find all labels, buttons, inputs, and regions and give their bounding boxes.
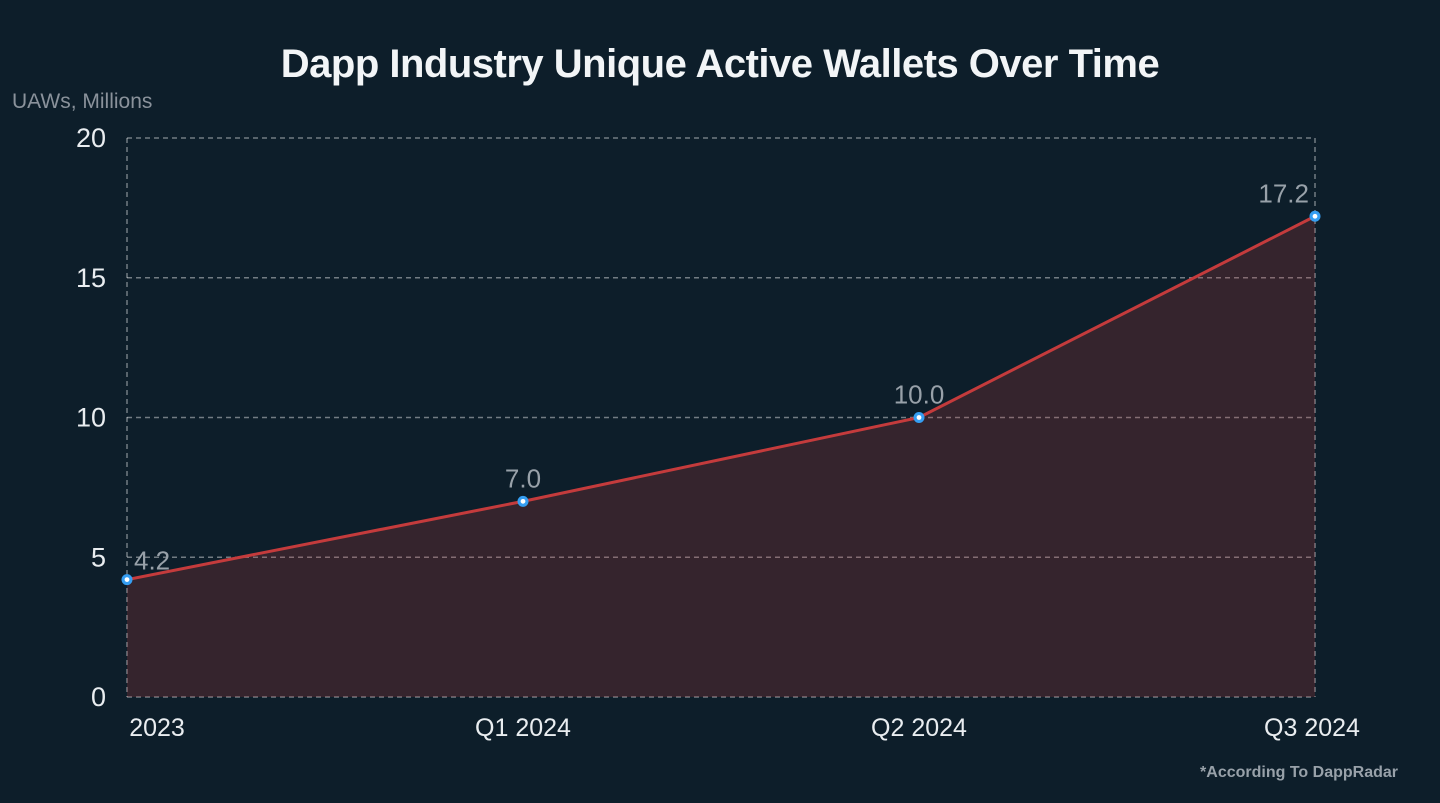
data-point-value-label: 7.0 xyxy=(505,463,541,493)
data-point-value-label: 4.2 xyxy=(134,546,170,576)
data-point-center xyxy=(1312,213,1318,219)
data-point-value-label: 10.0 xyxy=(894,380,945,410)
y-tick-label: 15 xyxy=(76,263,106,293)
y-axis-unit-label: UAWs, Millions xyxy=(12,90,153,113)
source-attribution: *According To DappRadar xyxy=(1200,764,1398,781)
x-tick-label: 2023 xyxy=(129,714,185,742)
x-tick-label: Q3 2024 xyxy=(1264,714,1360,742)
x-tick-label: Q2 2024 xyxy=(871,714,967,742)
chart-title: Dapp Industry Unique Active Wallets Over… xyxy=(280,42,1160,86)
y-tick-label: 5 xyxy=(91,542,106,572)
y-tick-label: 10 xyxy=(76,403,106,433)
y-tick-label: 0 xyxy=(91,682,106,712)
y-tick-label: 20 xyxy=(76,123,106,153)
data-point-center xyxy=(520,498,526,504)
series-line xyxy=(126,214,1316,582)
series-area-fill xyxy=(127,216,1315,697)
data-point-center xyxy=(916,415,922,420)
x-tick-label: Q1 2024 xyxy=(475,714,571,742)
data-point-value-label: 17.2 xyxy=(1258,178,1309,208)
data-point-center xyxy=(124,577,130,583)
